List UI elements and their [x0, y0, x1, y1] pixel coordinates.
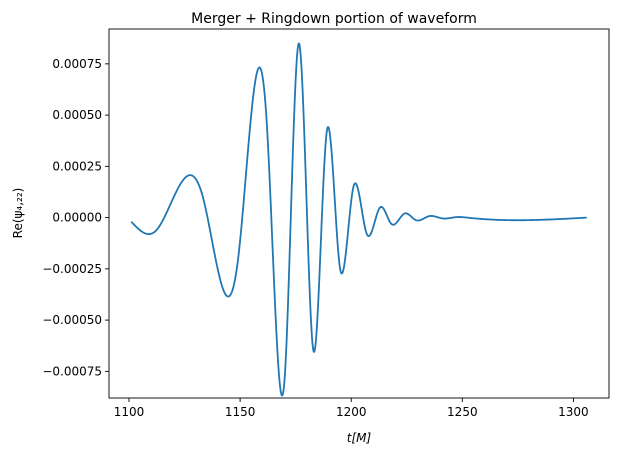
y-tick-label: 0.00050: [52, 108, 102, 122]
x-tick-label: 1150: [225, 405, 256, 419]
y-tick-label: −0.00075: [42, 364, 102, 378]
y-tick-label: −0.00050: [42, 313, 102, 327]
plot-frame: [108, 28, 610, 399]
plot-area: [130, 42, 588, 397]
chart-title: Merger + Ringdown portion of waveform: [191, 11, 477, 27]
x-axis-label: t[M]: [347, 431, 372, 445]
x-tick-label: 1100: [114, 405, 145, 419]
x-tick-label: 1250: [447, 405, 478, 419]
x-tick-label: 1200: [336, 405, 367, 419]
y-tick-label: 0.00025: [52, 159, 102, 173]
y-tick-label: −0.00025: [42, 262, 102, 276]
y-axis-label: Re(ψ₄,₂₂): [11, 188, 25, 239]
x-tick-label: 1300: [558, 405, 589, 419]
y-axis: −0.00075 −0.00050 −0.00025 0.00000 0.00025 0.…: [42, 57, 109, 378]
waveform-line: [130, 42, 588, 397]
y-tick-label: 0.00000: [52, 211, 102, 225]
y-tick-label: 0.00075: [52, 57, 102, 71]
x-axis: 1100 1150 1200 1250 1300: [114, 398, 589, 419]
